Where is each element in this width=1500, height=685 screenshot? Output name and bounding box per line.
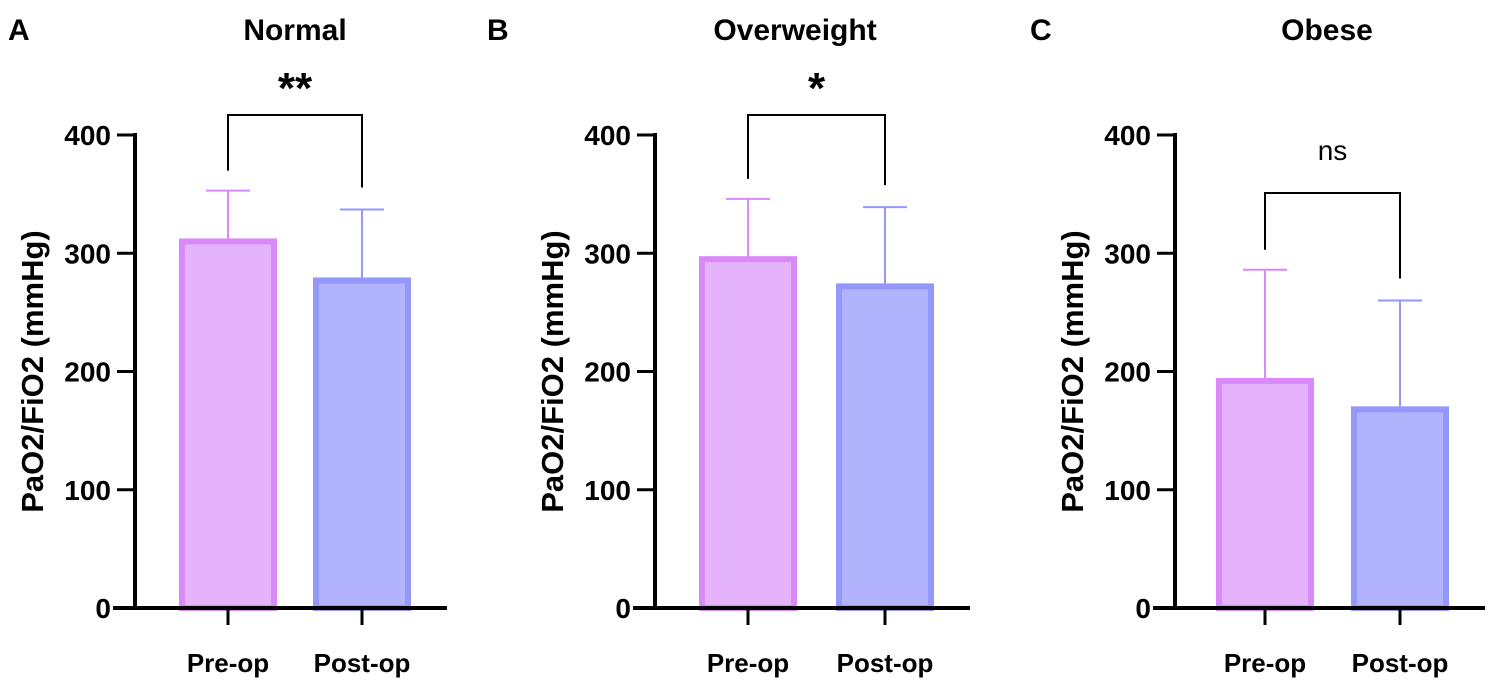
significance-label: ** <box>278 64 313 113</box>
x-tick-label: Pre-op <box>187 648 269 678</box>
bar-pre-op <box>1216 377 1314 611</box>
x-tick-label: Pre-op <box>1224 648 1306 678</box>
y-tick-label: 200 <box>64 357 111 388</box>
y-tick-label: 200 <box>1104 357 1151 388</box>
y-tick-label: 100 <box>64 475 111 506</box>
panel-c: C Obese PaO2/FiO2 (mmHg) Pre-op Post-op 0 100 2… <box>1030 14 1485 678</box>
x-tick-label: Post-op <box>837 648 934 678</box>
significance-bracket <box>227 114 363 188</box>
y-tick-label: 0 <box>95 593 111 624</box>
panel-label: B <box>487 14 509 47</box>
significance-label: ns <box>1318 135 1348 166</box>
bar-post-op <box>313 277 411 611</box>
x-tick-label: Post-op <box>1352 648 1449 678</box>
y-axis-label: PaO2/FiO2 (mmHg) <box>535 230 570 513</box>
y-tick-label: 300 <box>1104 238 1151 269</box>
y-tick-label: 400 <box>584 120 631 151</box>
y-tick-label: 100 <box>1104 475 1151 506</box>
y-tick-label: 0 <box>1135 593 1151 624</box>
bar-pre-op <box>699 256 797 611</box>
bar-pre-op <box>179 238 277 612</box>
significance-label: * <box>808 64 826 113</box>
significance-bracket <box>1264 192 1401 279</box>
y-tick-label: 300 <box>64 238 111 269</box>
y-axis-label: PaO2/FiO2 (mmHg) <box>1055 230 1090 513</box>
y-tick-label: 200 <box>584 357 631 388</box>
significance-bracket <box>747 114 886 186</box>
y-axis-label: PaO2/FiO2 (mmHg) <box>15 230 50 513</box>
panel-label: A <box>8 14 30 47</box>
panel-title: Normal <box>243 14 346 47</box>
y-tick-label: 0 <box>615 593 631 624</box>
y-tick-label: 400 <box>64 120 111 151</box>
panel-title: Obese <box>1281 14 1373 47</box>
panel-b: B Overweight PaO2/FiO2 (mmHg) Pre-op Post-op… <box>487 14 970 678</box>
bar-post-op <box>836 283 934 611</box>
x-tick-label: Post-op <box>314 648 411 678</box>
y-tick-label: 400 <box>1104 120 1151 151</box>
y-tick-label: 300 <box>584 238 631 269</box>
x-tick-label: Pre-op <box>707 648 789 678</box>
panel-label: C <box>1030 14 1052 47</box>
panel-a: A Normal PaO2/FiO2 (mmHg) Pre-op Post-op 0 100… <box>8 14 447 678</box>
bar-post-op <box>1351 406 1449 611</box>
y-tick-label: 100 <box>584 475 631 506</box>
panel-title: Overweight <box>713 14 876 47</box>
